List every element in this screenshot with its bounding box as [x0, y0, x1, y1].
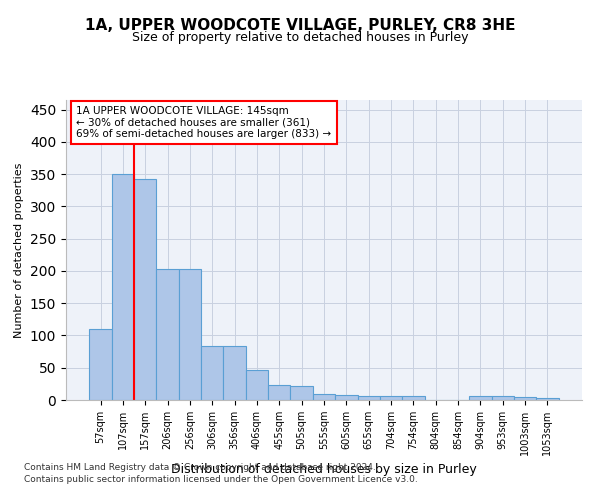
Text: 1A, UPPER WOODCOTE VILLAGE, PURLEY, CR8 3HE: 1A, UPPER WOODCOTE VILLAGE, PURLEY, CR8 … [85, 18, 515, 32]
Bar [246, 370, 268, 400]
Bar [268, 385, 290, 400]
Text: 1A UPPER WOODCOTE VILLAGE: 145sqm
← 30% of detached houses are smaller (361)
69%: 1A UPPER WOODCOTE VILLAGE: 145sqm ← 30% … [76, 106, 331, 139]
Bar [179, 269, 201, 400]
Bar [335, 396, 358, 400]
Bar [290, 386, 313, 400]
Text: Size of property relative to detached houses in Purley: Size of property relative to detached ho… [132, 31, 468, 44]
X-axis label: Distribution of detached houses by size in Purley: Distribution of detached houses by size … [171, 464, 477, 476]
Bar [402, 396, 425, 400]
Bar [358, 396, 380, 400]
Bar [536, 398, 559, 400]
Bar [201, 346, 223, 400]
Text: Contains public sector information licensed under the Open Government Licence v3: Contains public sector information licen… [24, 475, 418, 484]
Bar [223, 346, 246, 400]
Bar [313, 394, 335, 400]
Bar [112, 174, 134, 400]
Bar [380, 396, 402, 400]
Bar [514, 397, 536, 400]
Bar [157, 269, 179, 400]
Bar [491, 396, 514, 400]
Y-axis label: Number of detached properties: Number of detached properties [14, 162, 25, 338]
Bar [134, 178, 157, 400]
Text: Contains HM Land Registry data © Crown copyright and database right 2024.: Contains HM Land Registry data © Crown c… [24, 462, 376, 471]
Bar [469, 396, 491, 400]
Bar [89, 329, 112, 400]
